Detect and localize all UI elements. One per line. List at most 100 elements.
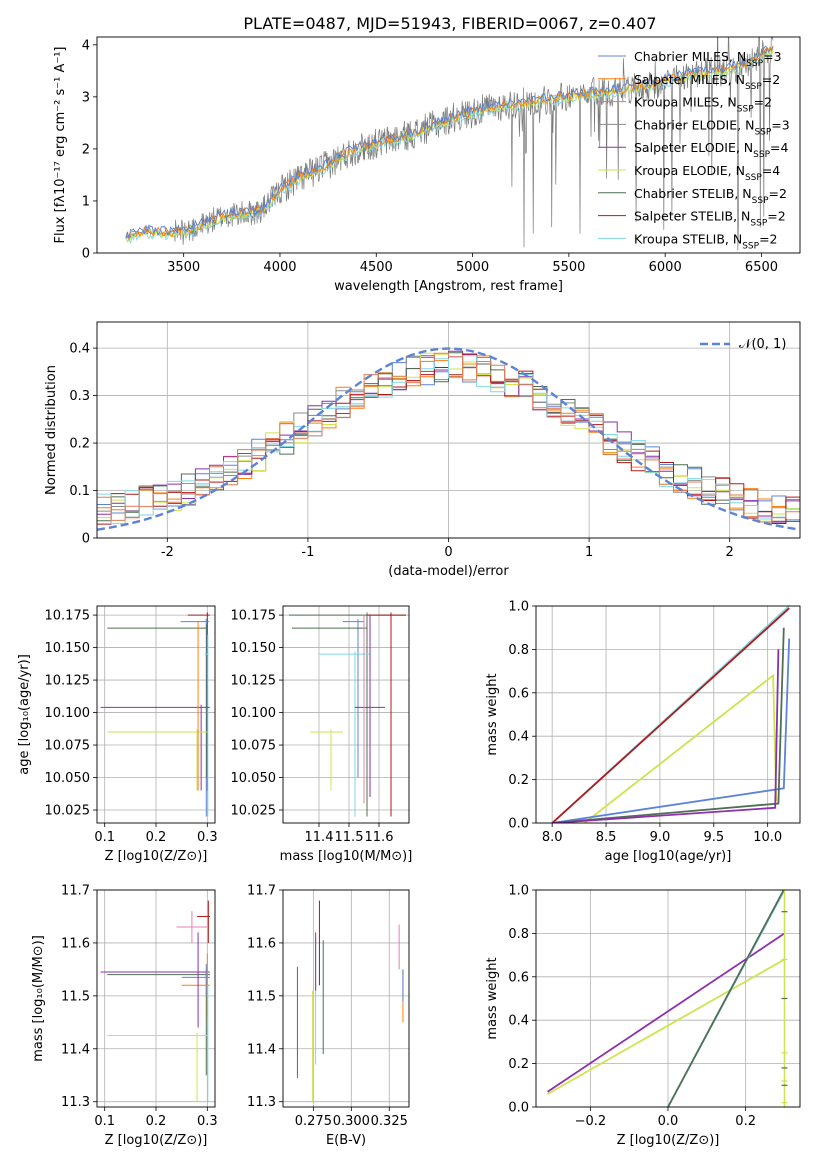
legend-label-salpeter_elodie: Salpeter ELODIE, NSSP=4	[634, 140, 789, 160]
y-tick-label: 11.6	[61, 936, 90, 951]
x-tick-label: 11.5	[335, 830, 364, 845]
x-axis-label: wavelength [Angstrom, rest frame]	[334, 279, 563, 294]
y-tick-label: 10.100	[45, 706, 91, 721]
y-tick-label: 0.2	[69, 437, 90, 452]
axes-frame	[96, 321, 801, 539]
legend-label-salpeter_miles: Salpeter MILES, NSSP=2	[634, 72, 780, 92]
x-tick-label: 0.1	[94, 830, 115, 845]
residual-histograms	[97, 347, 800, 531]
y-tick-label: 0.8	[508, 643, 529, 658]
y-tick-label: 1.0	[508, 600, 529, 615]
x-tick-label: 6500	[745, 260, 778, 275]
x-tick-label: -1	[301, 545, 314, 560]
y-tick-label: 1	[82, 194, 90, 209]
x-tick-label: 5500	[552, 260, 585, 275]
errorbar-kroupa_elodie	[107, 1032, 208, 1102]
axes-frame	[535, 605, 801, 824]
mw-age-chabrier_miles	[552, 638, 791, 823]
y-axis-label: mass weight	[485, 957, 500, 1039]
axes-frame	[535, 889, 801, 1108]
y-axis-label: age [log₁₀(age/yr)]	[17, 654, 32, 775]
x-tick-label: 0.0	[658, 1114, 679, 1129]
x-tick-label: 0	[444, 545, 452, 560]
y-tick-label: 0.4	[69, 342, 90, 357]
x-tick-label: −0.2	[575, 1114, 607, 1129]
x-tick-label: 8.5	[596, 830, 617, 845]
x-axis-label: age [log10(age/yr)]	[605, 849, 732, 864]
y-axis-label: Flux [fλ10⁻¹⁷ erg cm⁻² s⁻¹ A⁻¹]	[53, 47, 68, 244]
y-tick-label: 0.2	[508, 773, 529, 788]
x-tick-label: 11.4	[305, 830, 334, 845]
y-tick-label: 0.0	[508, 1101, 529, 1116]
y-tick-label: 3	[82, 90, 90, 105]
axes-frame	[96, 889, 216, 1108]
x-tick-label: 0.2	[146, 1114, 167, 1129]
y-tick-label: 4	[82, 38, 90, 53]
axes-frame	[96, 605, 216, 824]
y-tick-label: 0.8	[508, 927, 529, 942]
y-tick-label: 10.125	[231, 674, 277, 689]
figure-title: PLATE=0487, MJD=51943, FIBERID=0067, z=0…	[243, 14, 656, 33]
y-tick-label: 11.6	[247, 936, 276, 951]
x-axis-label: mass [log10(M/M⊙)]	[280, 849, 413, 864]
y-tick-label: 0.4	[508, 1014, 529, 1029]
x-tick-label: -2	[161, 545, 174, 560]
errorbar-chabrier_miles	[181, 964, 210, 996]
x-tick-label: 0.1	[94, 1114, 115, 1129]
y-tick-label: 10.075	[45, 739, 91, 754]
y-tick-label: 11.4	[61, 1042, 90, 1057]
mw-Z-chabrier_stelib	[667, 890, 785, 1107]
y-tick-label: 0.1	[69, 484, 90, 499]
y-tick-label: 10.050	[231, 771, 277, 786]
mw-age-salpeter_elodie	[552, 649, 780, 823]
histogram-kroupa_stelib	[97, 355, 800, 525]
mw-age-kroupa_elodie	[583, 673, 778, 823]
errorbar-kroupa_elodie	[310, 729, 343, 791]
mw-Z-kroupa_elodie	[547, 958, 785, 1095]
legend-label-salpeter_stelib: Salpeter STELIB, NSSP=2	[634, 209, 786, 229]
x-tick-label: 0.2	[146, 830, 167, 845]
x-axis-label: Z [log10(Z/Z⊙)]	[105, 1133, 208, 1148]
x-tick-label: 4000	[263, 260, 296, 275]
errorbar-kroupa_elodie	[107, 729, 208, 791]
x-tick-label: 3500	[167, 260, 200, 275]
y-tick-label: 11.5	[61, 989, 90, 1004]
y-tick-label: 2	[82, 142, 90, 157]
y-tick-label: 11.7	[61, 884, 90, 899]
mw-age-lines	[551, 606, 791, 823]
mw-Z-salpeter_elodie	[547, 932, 786, 1093]
y-tick-label: 11.3	[247, 1095, 276, 1110]
x-tick-label: 0.300	[333, 1114, 370, 1129]
mw-Z-lines	[547, 890, 788, 1107]
x-tick-label: 5000	[456, 260, 489, 275]
x-tick-label: 2	[726, 545, 734, 560]
x-tick-label: 0.325	[371, 1114, 408, 1129]
y-tick-label: 11.4	[247, 1042, 276, 1057]
x-tick-label: 9.5	[703, 830, 724, 845]
spectrum-model-salpeter_miles	[125, 45, 774, 241]
y-tick-label: 1.0	[508, 884, 529, 899]
y-tick-label: 10.100	[231, 706, 277, 721]
y-tick-label: 0.6	[508, 686, 529, 701]
errorbar-salpeter_stelib	[187, 612, 210, 791]
y-axis-label: Normed distribution	[44, 365, 59, 495]
legend-normal-label: 𝒩(0, 1)	[739, 337, 786, 352]
x-tick-label: 0.3	[197, 830, 218, 845]
y-tick-label: 10.175	[231, 609, 277, 624]
legend-label-chabrier_elodie: Chabrier ELODIE, NSSP=3	[634, 117, 790, 137]
axes-frame	[282, 889, 410, 1108]
y-tick-label: 0.4	[508, 730, 529, 745]
x-tick-label: 9.0	[650, 830, 671, 845]
spectrum-model-chabrier_miles	[125, 45, 774, 239]
y-tick-label: 10.075	[231, 739, 277, 754]
x-tick-label: 8.0	[542, 830, 563, 845]
y-tick-label: 0.0	[508, 817, 529, 832]
y-tick-label: 0	[82, 532, 90, 547]
y-tick-label: 0.2	[508, 1057, 529, 1072]
x-tick-label: 1	[585, 545, 593, 560]
x-axis-label: Z [log10(Z/Z⊙)]	[617, 1133, 720, 1148]
axes-frame	[282, 605, 410, 824]
errorbar-salpeter_stelib	[197, 900, 210, 943]
x-axis-label: (data-model)/error	[388, 564, 509, 579]
